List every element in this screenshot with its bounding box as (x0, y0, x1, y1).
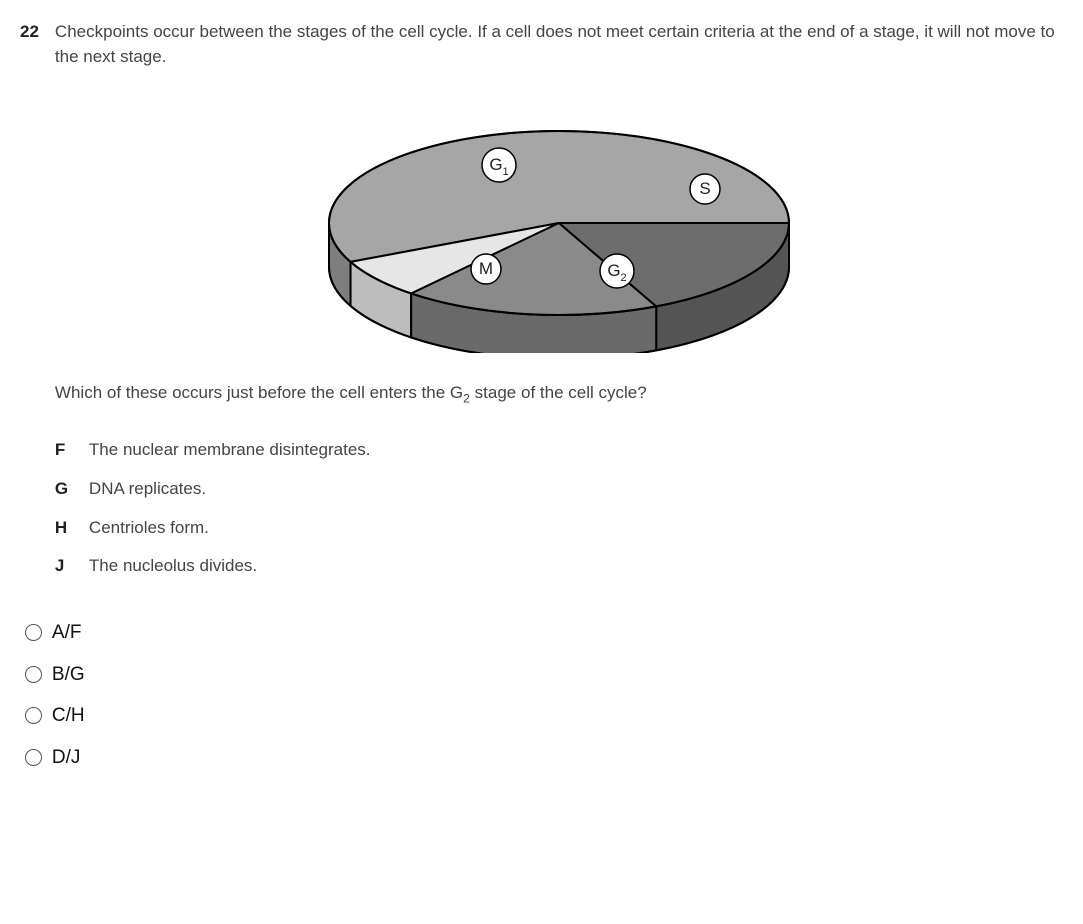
svg-text:S: S (699, 180, 710, 199)
choice-letter: J (55, 554, 71, 579)
cell-cycle-pie-chart: G1MG2S (55, 93, 1063, 353)
choice-row: F The nuclear membrane disintegrates. (55, 438, 1063, 463)
choice-row: G DNA replicates. (55, 477, 1063, 502)
question-prompt: Which of these occurs just before the ce… (55, 381, 1063, 408)
choice-list: F The nuclear membrane disintegrates. G DNA… (55, 438, 1063, 579)
choice-row: J The nucleolus divides. (55, 554, 1063, 579)
choice-text: DNA replicates. (89, 477, 206, 502)
answer-label: B/G (52, 661, 85, 689)
svg-text:M: M (479, 260, 493, 279)
answer-option[interactable]: D/J (25, 744, 1063, 772)
radio-icon[interactable] (25, 666, 42, 683)
pie-svg: G1MG2S (289, 93, 829, 353)
radio-icon[interactable] (25, 707, 42, 724)
answer-list: A/F B/G C/H D/J (25, 619, 1063, 771)
choice-text: The nuclear membrane disintegrates. (89, 438, 371, 463)
choice-letter: G (55, 477, 71, 502)
choice-letter: F (55, 438, 71, 463)
answer-label: D/J (52, 744, 81, 772)
answer-label: A/F (52, 619, 82, 647)
prompt-g2: G (450, 383, 463, 402)
prompt-pre: Which of these occurs just before the ce… (55, 383, 450, 402)
choice-text: Centrioles form. (89, 516, 209, 541)
prompt-g2-sub: 2 (463, 392, 470, 406)
radio-icon[interactable] (25, 624, 42, 641)
choice-row: H Centrioles form. (55, 516, 1063, 541)
answer-option[interactable]: A/F (25, 619, 1063, 647)
prompt-post: stage of the cell cycle? (470, 383, 647, 402)
choice-letter: H (55, 516, 71, 541)
question-container: 22 Checkpoints occur between the stages … (20, 20, 1063, 785)
answer-option[interactable]: C/H (25, 702, 1063, 730)
radio-icon[interactable] (25, 749, 42, 766)
answer-option[interactable]: B/G (25, 661, 1063, 689)
question-body: Checkpoints occur between the stages of … (55, 20, 1063, 785)
question-stem: Checkpoints occur between the stages of … (55, 20, 1063, 69)
choice-text: The nucleolus divides. (89, 554, 257, 579)
answer-label: C/H (52, 702, 85, 730)
